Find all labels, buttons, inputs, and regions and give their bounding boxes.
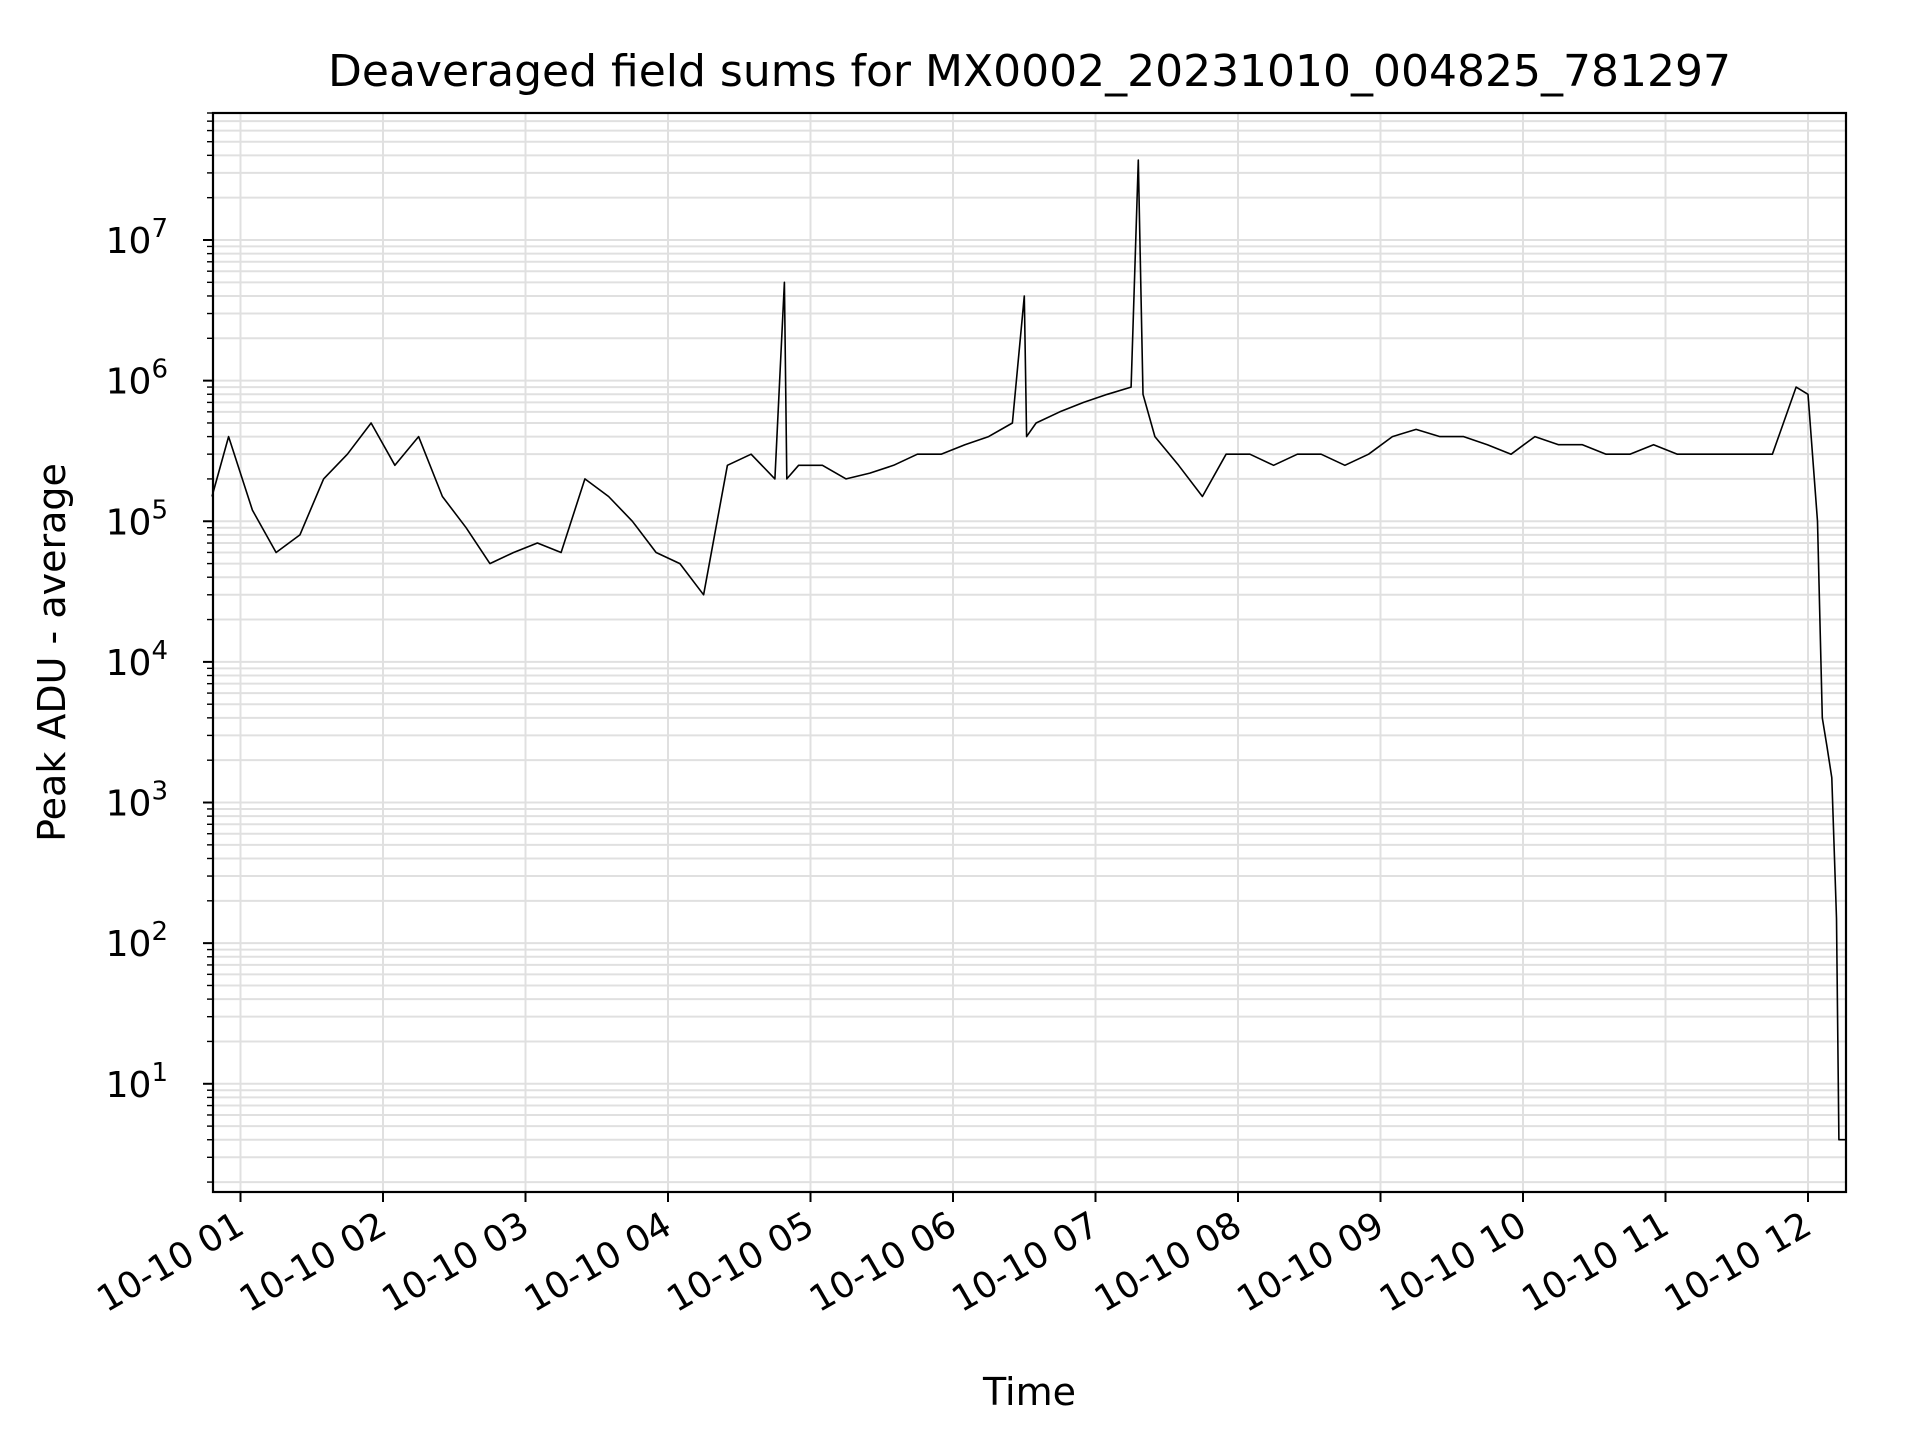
y-tick-label: 105 — [106, 495, 168, 543]
y-tick-label: 106 — [106, 355, 168, 403]
y-tick-label: 103 — [106, 777, 168, 825]
series-layer — [211, 159, 1846, 1141]
y-tick-label: 102 — [106, 917, 168, 965]
tick-layer — [203, 112, 1810, 1202]
y-tick-label: 104 — [106, 636, 168, 684]
y-axis-label: Peak ADU - average — [30, 463, 74, 842]
grid-layer — [213, 112, 1846, 1192]
y-tick-label: 101 — [106, 1058, 168, 1106]
plot-frame — [211, 111, 1848, 1194]
series-line — [211, 159, 1846, 1141]
x-axis-label: Time — [982, 1370, 1076, 1414]
y-tick-label: 107 — [106, 214, 168, 262]
chart-title: Deaveraged field sums for MX0002_2023101… — [328, 46, 1731, 97]
